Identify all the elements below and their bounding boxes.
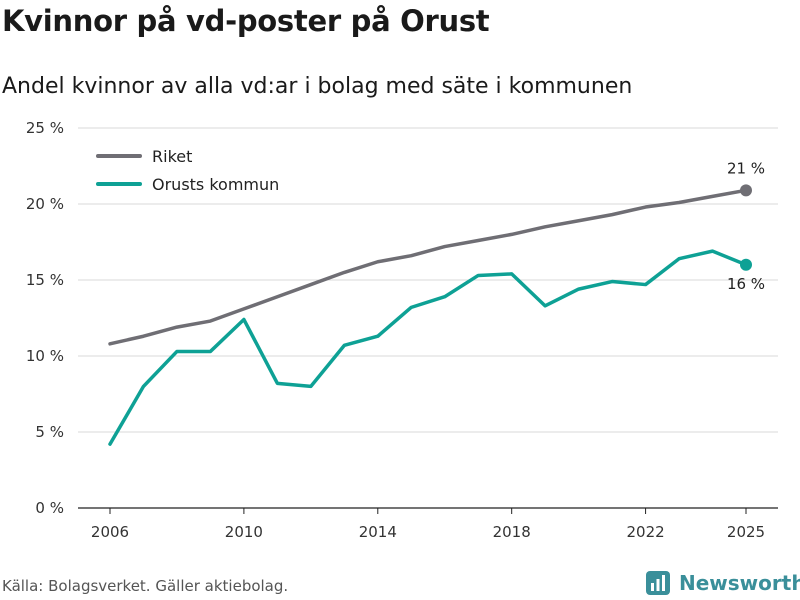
brand-logo: Newsworthy [645,570,800,596]
end-value-label: 16 % [727,275,765,293]
legend-label: Orusts kommun [152,175,279,194]
chart-subtitle: Andel kvinnor av alla vd:ar i bolag med … [2,74,633,99]
x-tick-label: 2006 [91,523,129,541]
chart-title: Kvinnor på vd-poster på Orust [2,4,490,38]
newsworthy-logo-icon [646,571,670,595]
y-tick-label: 20 % [26,195,64,213]
source-note: Källa: Bolagsverket. Gäller aktiebolag. [2,577,289,595]
y-tick-label: 5 % [35,423,64,441]
x-tick-label: 2014 [359,523,397,541]
x-axis-ticks: 2006 2010 2014 2018 2022 2025 [91,508,765,541]
series-lines: 21 % 16 % [108,159,765,446]
y-tick-label: 25 % [26,119,64,137]
brand-name: Newsworthy [679,571,800,595]
end-point-marker [740,258,752,271]
y-tick-label: 0 % [35,499,64,517]
x-tick-label: 2025 [727,523,765,541]
x-tick-label: 2022 [626,523,664,541]
end-value-label: 21 % [727,159,765,177]
end-point-marker [740,184,752,197]
legend: Riket Orusts kommun [96,147,279,194]
series-line-riket [108,188,748,346]
y-axis-ticks: 0 % 5 % 10 % 15 % 20 % 25 % [26,119,64,517]
x-tick-label: 2018 [493,523,531,541]
y-tick-label: 10 % [26,347,64,365]
y-tick-label: 15 % [26,271,64,289]
series-line-orust [108,249,748,446]
gridlines [78,127,778,509]
legend-label: Riket [152,147,192,166]
x-tick-label: 2010 [225,523,263,541]
